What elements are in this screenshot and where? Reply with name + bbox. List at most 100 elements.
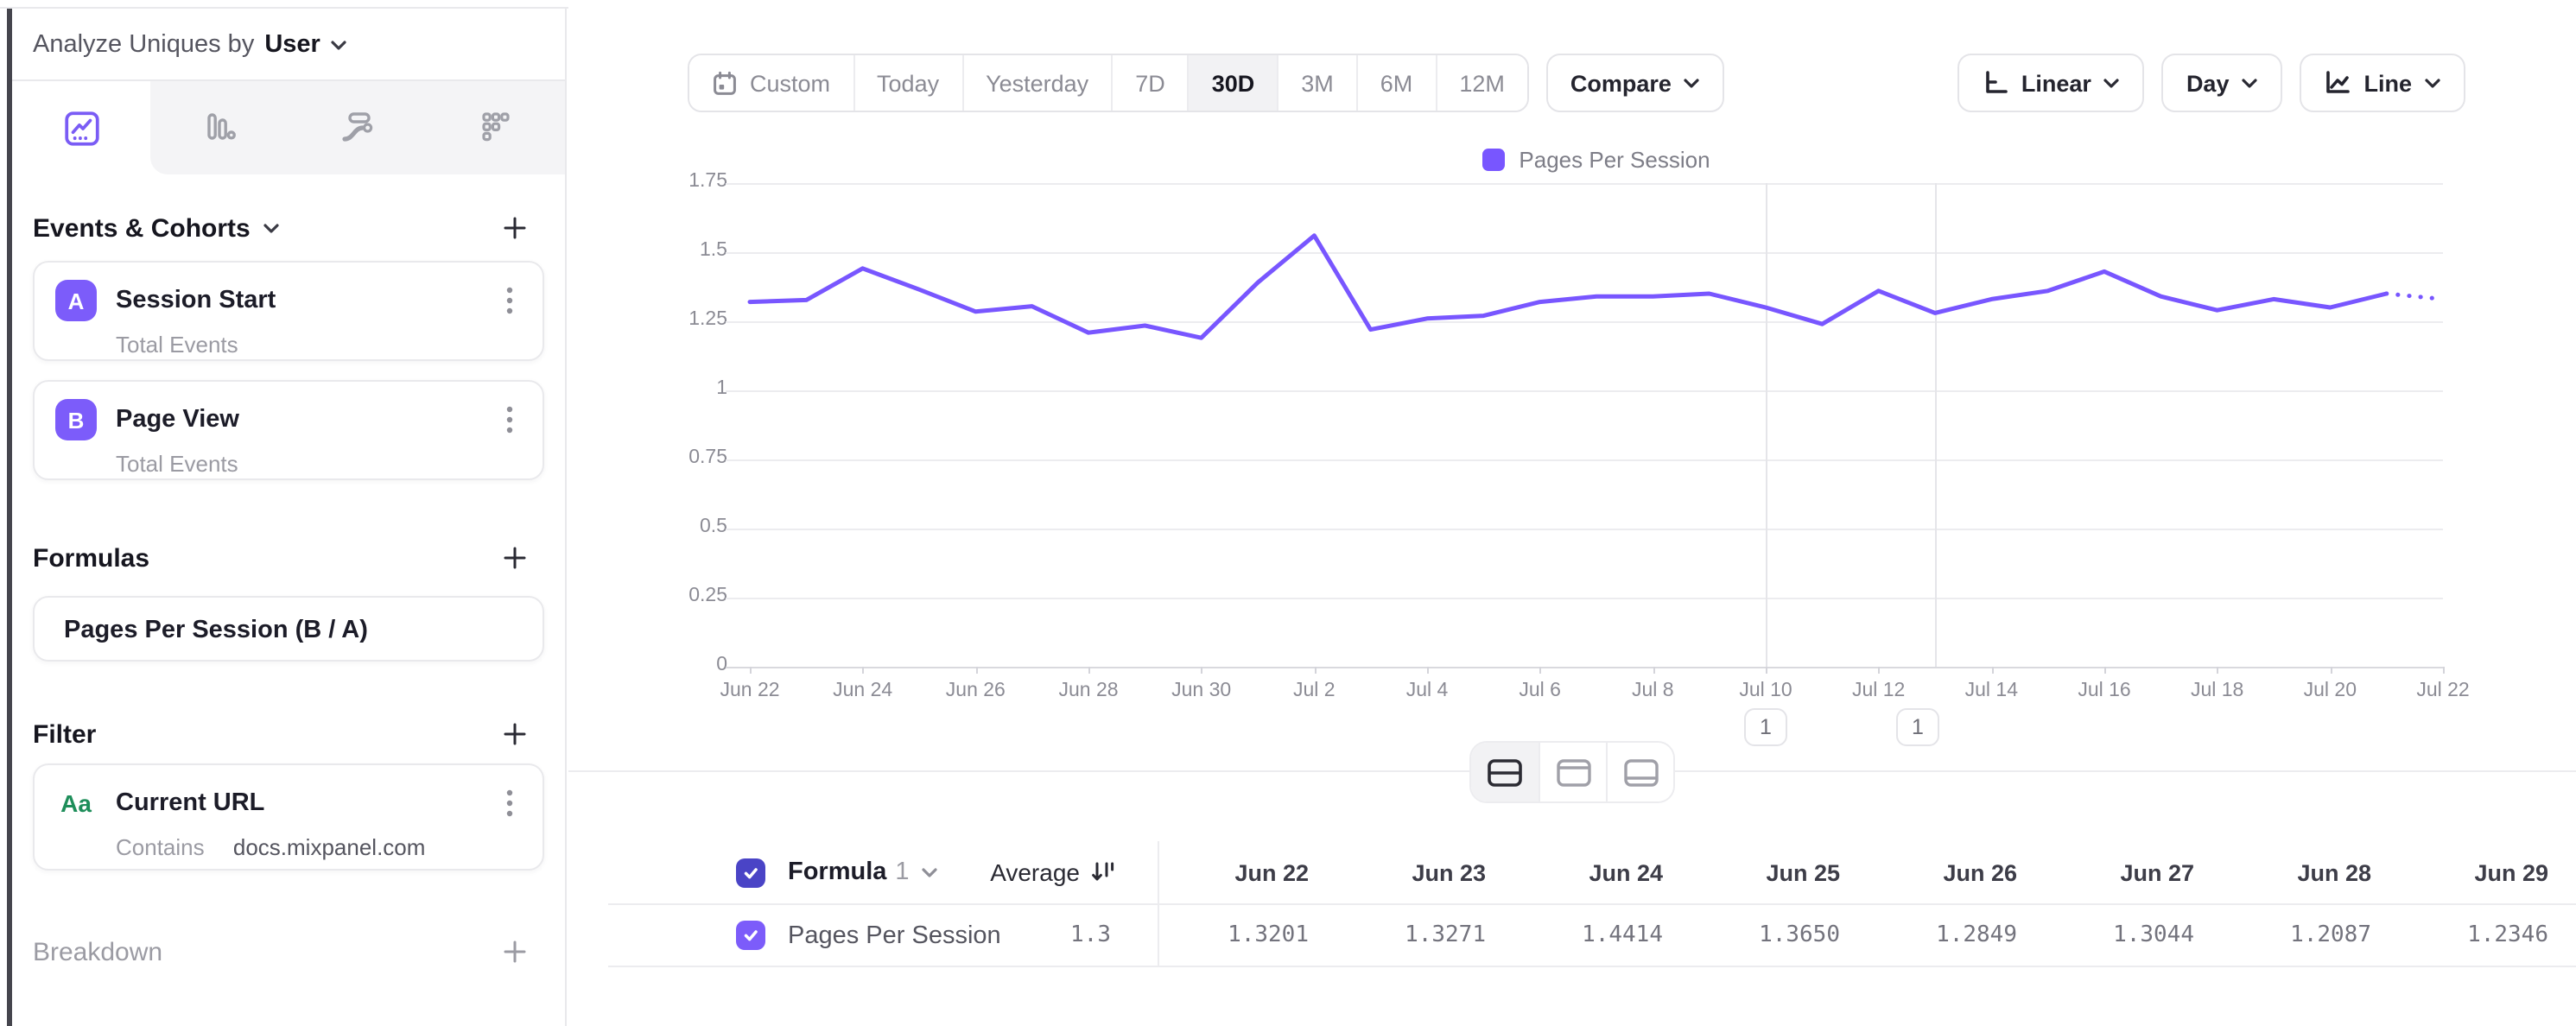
x-axis-tick xyxy=(975,667,978,674)
table-column-header: Jun 22 xyxy=(1234,859,1309,885)
layout-table-only-button[interactable] xyxy=(1606,743,1673,801)
formulas-section-header: Formulas xyxy=(12,542,565,573)
event-card-menu-button[interactable] xyxy=(498,285,522,316)
x-axis-tick xyxy=(1539,667,1542,674)
range-label: 6M xyxy=(1380,70,1413,96)
table-cell-value: 1.4414 xyxy=(1582,922,1663,948)
table-cell-value: 1.3201 xyxy=(1228,922,1309,948)
x-axis-tick xyxy=(2104,667,2106,674)
add-formula-button[interactable] xyxy=(499,542,530,573)
annotation-badge[interactable]: 1 xyxy=(1896,708,1939,746)
analyze-entity-selector[interactable]: User xyxy=(264,31,320,59)
x-tick-label: Jun 30 xyxy=(1171,681,1232,701)
retention-grid-icon xyxy=(482,112,510,142)
range-label: Today xyxy=(877,70,940,96)
x-axis-tick xyxy=(1991,667,1994,674)
chevron-down-icon xyxy=(263,223,279,232)
add-breakdown-button[interactable] xyxy=(499,936,530,967)
range-button-12m[interactable]: 12M xyxy=(1435,55,1527,111)
legend-series-label: Pages Per Session xyxy=(1519,147,1710,173)
layout-split-view-button[interactable] xyxy=(1471,743,1539,801)
event-card-title[interactable]: Page View xyxy=(116,406,239,434)
event-card-page-view[interactable]: B Page View Total Events xyxy=(33,380,544,480)
x-tick-label: Jul 16 xyxy=(2078,681,2131,701)
plus-icon xyxy=(504,940,526,963)
line-chart-plot-area[interactable] xyxy=(726,183,2446,668)
layout-chart-only-button[interactable] xyxy=(1539,743,1606,801)
filter-card-condition[interactable]: Contains docs.mixpanel.com xyxy=(116,834,522,860)
filter-card-menu-button[interactable] xyxy=(498,788,522,819)
filter-value-label[interactable]: docs.mixpanel.com xyxy=(232,834,426,860)
x-tick-label: Jun 24 xyxy=(833,681,893,701)
range-button-today[interactable]: Today xyxy=(853,55,962,111)
range-button-7d[interactable]: 7D xyxy=(1111,55,1188,111)
events-header-title[interactable]: Events & Cohorts xyxy=(33,213,280,243)
x-axis-tick xyxy=(1314,667,1317,674)
series-line-solid[interactable] xyxy=(747,233,2389,340)
x-axis-tick xyxy=(750,667,752,674)
select-all-checkbox[interactable] xyxy=(736,858,765,887)
filter-card-title[interactable]: Current URL xyxy=(116,789,265,817)
table-cell-value: 1.2849 xyxy=(1936,922,2017,948)
x-tick-label: Jun 28 xyxy=(1058,681,1119,701)
compare-label: Compare xyxy=(1570,70,1672,96)
range-label: Custom xyxy=(750,70,831,96)
gridline xyxy=(726,459,2443,461)
y-tick-label: 1.75 xyxy=(688,171,727,192)
range-button-3m[interactable]: 3M xyxy=(1277,55,1356,111)
range-button-6m[interactable]: 6M xyxy=(1355,55,1436,111)
compare-button[interactable]: Compare xyxy=(1545,54,1725,112)
x-tick-label: Jul 8 xyxy=(1632,681,1674,701)
tab-flows[interactable] xyxy=(289,81,427,174)
add-event-button[interactable] xyxy=(499,212,530,244)
interval-label: Day xyxy=(2186,70,2230,96)
event-card-measurement[interactable]: Total Events xyxy=(116,451,238,477)
analyze-uniques-row[interactable]: Analyze Uniques by User xyxy=(12,9,565,59)
y-axis-labels: 1.75 1.5 1.25 1 0.75 0.5 0.25 0 xyxy=(620,171,727,675)
collapsed-panel-edge[interactable] xyxy=(7,9,12,1026)
range-button-yesterday[interactable]: Yesterday xyxy=(961,55,1112,111)
range-button-custom[interactable]: Custom xyxy=(689,55,853,111)
results-table: Formula 1 Average Jun 22 Jun 23 Jun 24 Jun … xyxy=(608,841,2576,967)
range-label: Yesterday xyxy=(986,70,1089,96)
tab-insights[interactable] xyxy=(12,81,150,174)
plus-icon xyxy=(504,217,526,239)
chart-type-selector-button[interactable]: Line xyxy=(2300,54,2465,112)
range-button-30d[interactable]: 30D xyxy=(1187,55,1278,111)
average-column-header[interactable]: Average xyxy=(990,858,1158,886)
event-card-menu-button[interactable] xyxy=(498,404,522,435)
scale-selector-button[interactable]: Linear xyxy=(1957,54,2145,112)
split-view-icon xyxy=(1488,758,1522,786)
event-card-measurement[interactable]: Total Events xyxy=(116,332,238,358)
formula-card-title[interactable]: Pages Per Session (B / A) xyxy=(64,617,368,644)
formula-header[interactable]: Formula 1 xyxy=(788,858,939,886)
tab-retention[interactable] xyxy=(427,81,565,174)
filter-operator-label[interactable]: Contains xyxy=(116,834,205,860)
annotation-badge[interactable]: 1 xyxy=(1744,708,1787,746)
formula-card[interactable]: Pages Per Session (B / A) xyxy=(33,596,544,662)
chart-legend[interactable]: Pages Per Session xyxy=(750,147,2443,173)
inactive-tab-group xyxy=(150,81,565,174)
filter-header-title: Filter xyxy=(33,719,96,749)
string-property-icon: Aa xyxy=(60,789,92,817)
add-filter-button[interactable] xyxy=(499,719,530,750)
event-card-session-start[interactable]: A Session Start Total Events xyxy=(33,261,544,361)
linear-scale-icon xyxy=(1986,71,2008,93)
x-tick-label: Jul 2 xyxy=(1293,681,1336,701)
checkmark-icon xyxy=(744,867,758,878)
sort-descending-icon[interactable] xyxy=(1090,860,1116,884)
gridline xyxy=(726,529,2443,530)
plus-icon xyxy=(504,547,526,569)
tab-funnels[interactable] xyxy=(150,81,289,174)
chevron-down-icon xyxy=(922,867,938,877)
table-data-row[interactable]: Pages Per Session 1.3 1.3201 1.3271 1.4414… xyxy=(608,903,2576,967)
table-date-headers: Jun 22 Jun 23 Jun 24 Jun 25 Jun 26 Jun 27 Jun … xyxy=(1159,841,2576,903)
filter-card-current-url[interactable]: Aa Current URL Contains docs.mixpanel.co… xyxy=(33,763,544,871)
interval-selector-button[interactable]: Day xyxy=(2161,54,2283,112)
x-tick-label: Jul 14 xyxy=(1964,681,2018,701)
series-line-incomplete-dotted[interactable] xyxy=(2384,291,2446,301)
event-card-title[interactable]: Session Start xyxy=(116,287,276,314)
query-builder-sidebar: Analyze Uniques by User Ev xyxy=(12,9,567,1026)
series-checkbox[interactable] xyxy=(736,921,765,950)
table-cell-value: 1.2087 xyxy=(2290,922,2371,948)
